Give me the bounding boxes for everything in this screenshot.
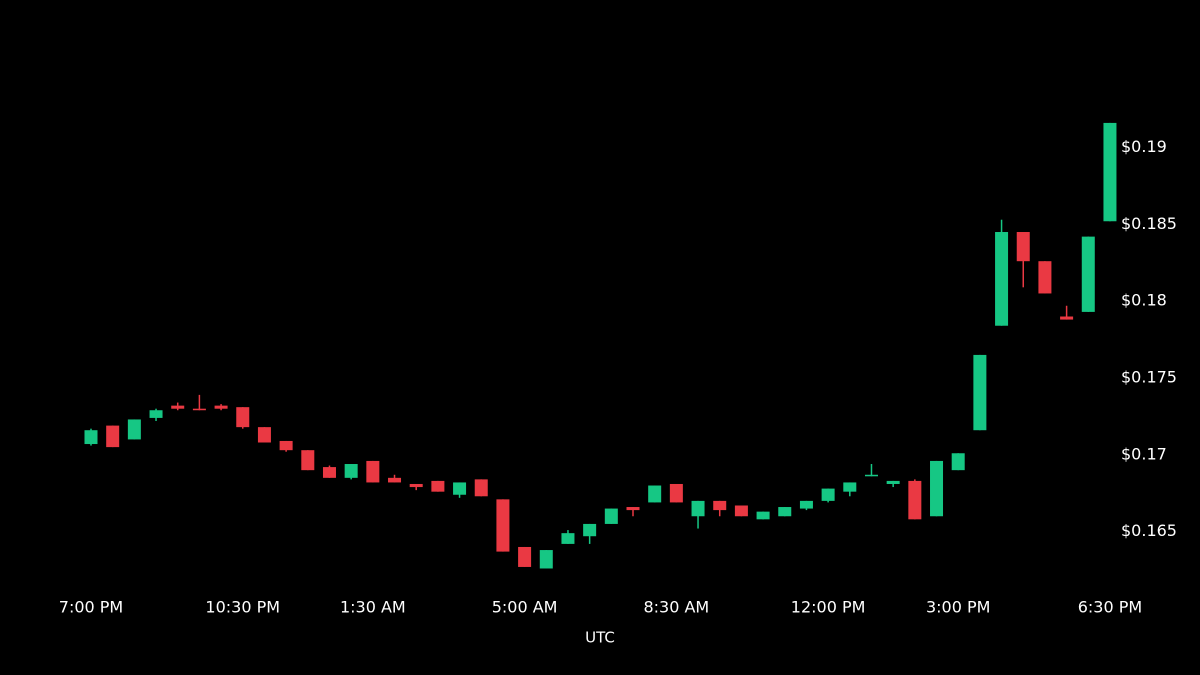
candle-body [930,460,944,517]
candle-body [951,453,965,471]
candle-body [84,430,98,445]
candle-body [799,500,813,509]
x-tick-label: 8:30 AM [643,598,709,617]
candle-body [1060,316,1074,320]
x-tick-label: 7:00 PM [59,598,123,617]
candle-body [604,508,618,524]
candle-body [474,479,488,497]
x-tick-label: 3:00 PM [926,598,990,617]
candle-body [1038,261,1052,294]
candle-body [626,507,640,511]
candle-body [366,460,380,483]
candle-body [1103,122,1117,222]
x-tick-label: 10:30 PM [205,598,280,617]
candle-body [388,477,402,483]
candle-body [257,427,271,443]
candle-body [821,488,835,501]
candle-body [713,500,727,511]
candle-body [127,419,141,440]
candle-body [518,546,532,567]
candle-body [886,480,900,484]
candle-body [279,440,293,451]
x-axis-label: UTC [585,629,615,647]
candle-body [301,450,315,471]
x-tick-label: 12:00 PM [791,598,866,617]
candle-body [171,405,185,409]
candle-body [496,499,510,552]
x-tick-label: 6:30 PM [1078,598,1142,617]
candle-body [778,507,792,517]
candle-body [908,480,922,520]
y-tick-label: $0.175 [1121,367,1177,386]
candle-body [583,523,597,537]
candle-body [691,500,705,517]
y-tick-label: $0.165 [1121,521,1177,540]
candle-body [756,511,770,520]
candle-body [322,467,336,478]
candle-body [1016,232,1030,262]
candle-body [106,425,120,448]
y-tick-label: $0.18 [1121,291,1167,310]
candle-body [409,483,423,488]
candle-body [431,480,445,492]
candle-body [648,485,662,503]
candle-body [453,482,467,495]
x-tick-label: 5:00 AM [492,598,558,617]
y-tick-label: $0.185 [1121,214,1177,233]
candle-body [192,408,206,411]
y-tick-label: $0.19 [1121,137,1167,156]
x-tick-label: 1:30 AM [340,598,406,617]
y-tick-label: $0.17 [1121,444,1167,463]
candle-body [344,464,358,478]
candle-body [864,474,878,477]
candle-body [236,407,250,428]
candle-body [561,533,575,544]
candle-body [1081,236,1095,312]
candle-body [734,505,748,517]
candle-body [149,410,163,418]
candle-body [214,405,228,409]
candle-body [669,483,683,503]
candle-body [843,482,857,492]
candle-body [973,354,987,431]
candle-body [539,550,553,569]
candle-body [995,232,1009,326]
